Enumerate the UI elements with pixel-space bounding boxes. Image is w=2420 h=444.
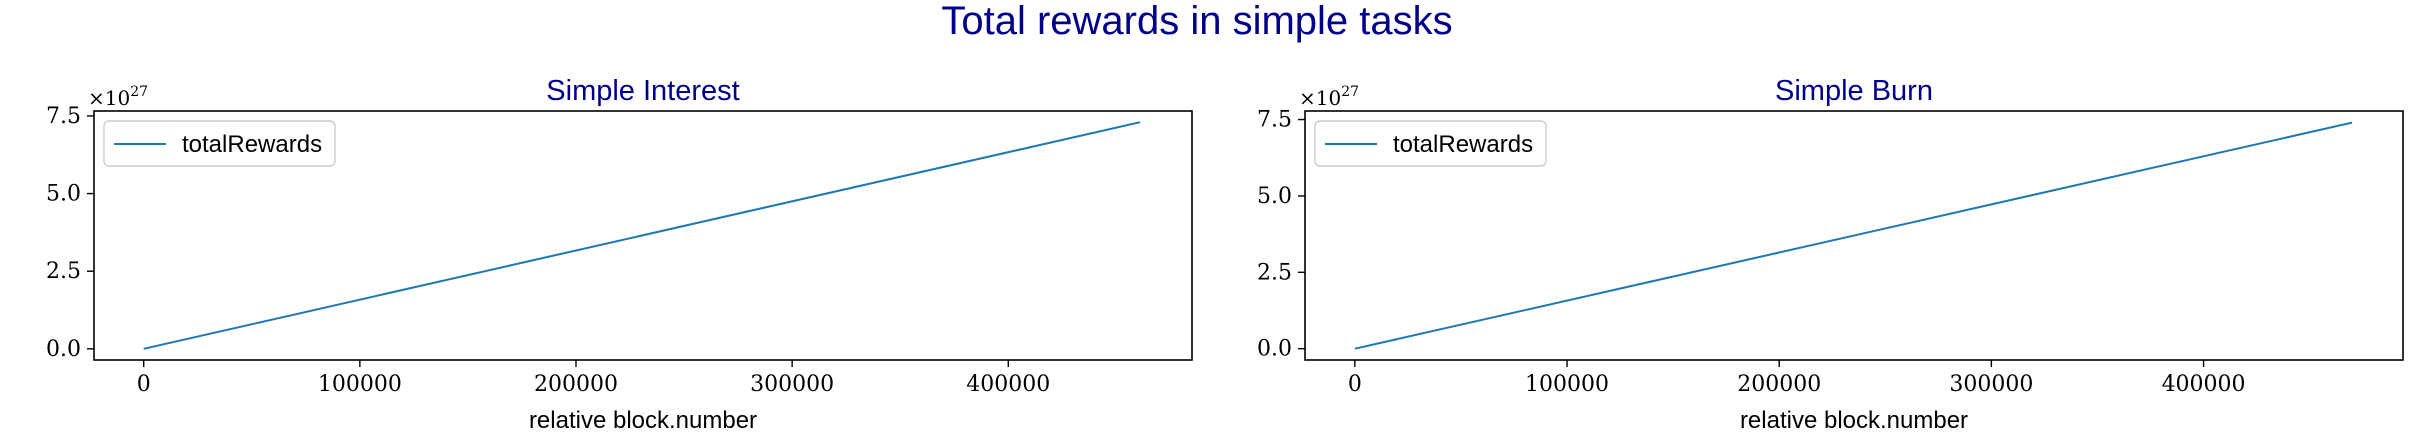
x-axis-label: relative block.number <box>1740 407 1968 434</box>
y-offset-exponent: 27 <box>1341 84 1359 100</box>
legend: totalRewards <box>103 120 336 167</box>
legend: totalRewards <box>1314 120 1547 167</box>
y-tick-label: 2.5 <box>1257 260 1292 285</box>
legend-box <box>103 120 336 167</box>
y-tick-label: 0.0 <box>1257 337 1292 362</box>
figure-title: Total rewards in simple tasks <box>941 0 1452 43</box>
subplot-title: Simple Interest <box>546 75 739 107</box>
y-tick-label: 7.5 <box>46 104 81 129</box>
y-offset-base: ×10 <box>1299 86 1341 110</box>
legend-box <box>1314 120 1547 167</box>
y-tick-label: 5.0 <box>46 182 81 207</box>
x-tick-label: 200000 <box>534 372 618 397</box>
y-tick-label: 5.0 <box>1257 184 1292 209</box>
x-tick-label: 400000 <box>2162 372 2246 397</box>
subplot-title: Simple Burn <box>1775 75 1933 107</box>
y-offset-label: ×1027 <box>88 84 148 110</box>
y-tick-label: 2.5 <box>46 259 81 284</box>
legend-label: totalRewards <box>182 131 322 158</box>
subplot-1: Simple Interest 0 100000 200000 300000 400000… <box>46 75 1193 434</box>
series-line-1 <box>1354 121 2353 350</box>
x-tick-label: 400000 <box>966 372 1050 397</box>
series-line-1 <box>143 121 1141 350</box>
legend-label: totalRewards <box>1393 131 1533 158</box>
y-offset-base: ×10 <box>88 86 130 110</box>
x-tick-label: 100000 <box>318 372 402 397</box>
x-tick-label: 200000 <box>1737 372 1821 397</box>
x-tick-label: 100000 <box>1525 372 1609 397</box>
plot-area-frame <box>1304 110 2404 361</box>
plot-area-frame <box>93 110 1193 361</box>
y-tick-label: 7.5 <box>1257 108 1292 133</box>
x-tick-label: 0 <box>137 372 151 397</box>
x-tick-label: 300000 <box>750 372 834 397</box>
y-offset-label: ×1027 <box>1299 84 1359 110</box>
y-offset-exponent: 27 <box>130 84 148 100</box>
x-tick-label: 300000 <box>1949 372 2033 397</box>
y-tick-label: 0.0 <box>46 337 81 362</box>
x-axis-label: relative block.number <box>529 407 757 434</box>
x-tick-label: 0 <box>1348 372 1362 397</box>
subplot-2: Simple Burn 0 100000 200000 300000 400000 0.0 2… <box>1257 75 2404 434</box>
